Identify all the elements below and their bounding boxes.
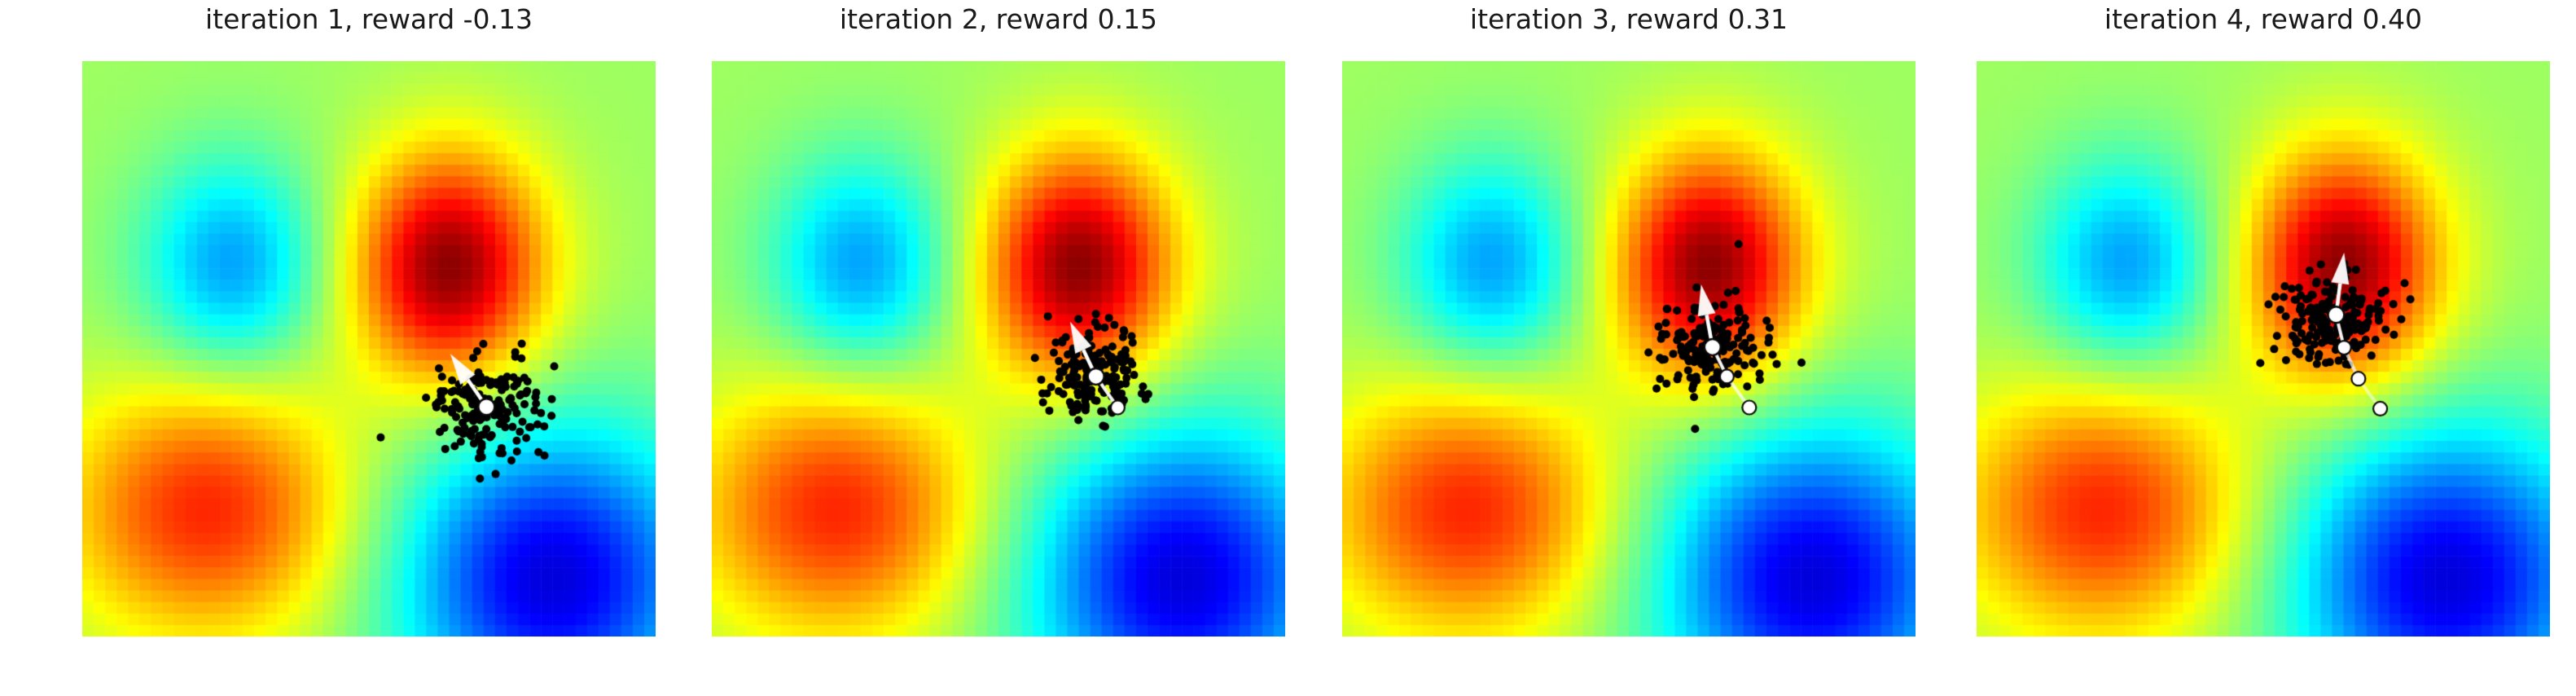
panel-iteration-4: iteration 4, reward 0.40 [1977,3,2550,637]
panel-iteration-2: iteration 2, reward 0.15 [712,3,1285,637]
panel-title-4: iteration 4, reward 0.40 [2104,3,2423,35]
heatmap-canvas-4 [1977,61,2550,637]
panel-iteration-1: iteration 1, reward -0.13 [82,3,656,637]
panel-title-3: iteration 3, reward 0.31 [1469,3,1788,35]
panel-iteration-3: iteration 3, reward 0.31 [1342,3,1916,637]
heatmap-canvas-2 [712,61,1285,637]
heatmap-canvas-3 [1342,61,1916,637]
panel-title-2: iteration 2, reward 0.15 [839,3,1158,35]
panel-title-1: iteration 1, reward -0.13 [204,3,533,35]
heatmap-canvas-1 [82,61,656,637]
